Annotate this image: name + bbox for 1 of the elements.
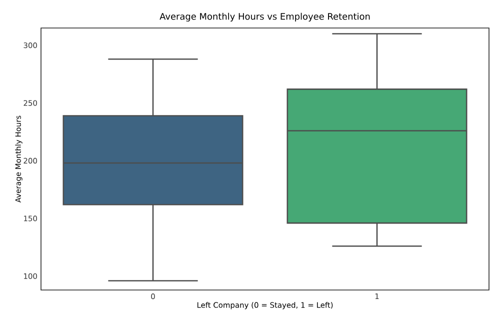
chart-title: Average Monthly Hours vs Employee Retention: [160, 12, 370, 22]
